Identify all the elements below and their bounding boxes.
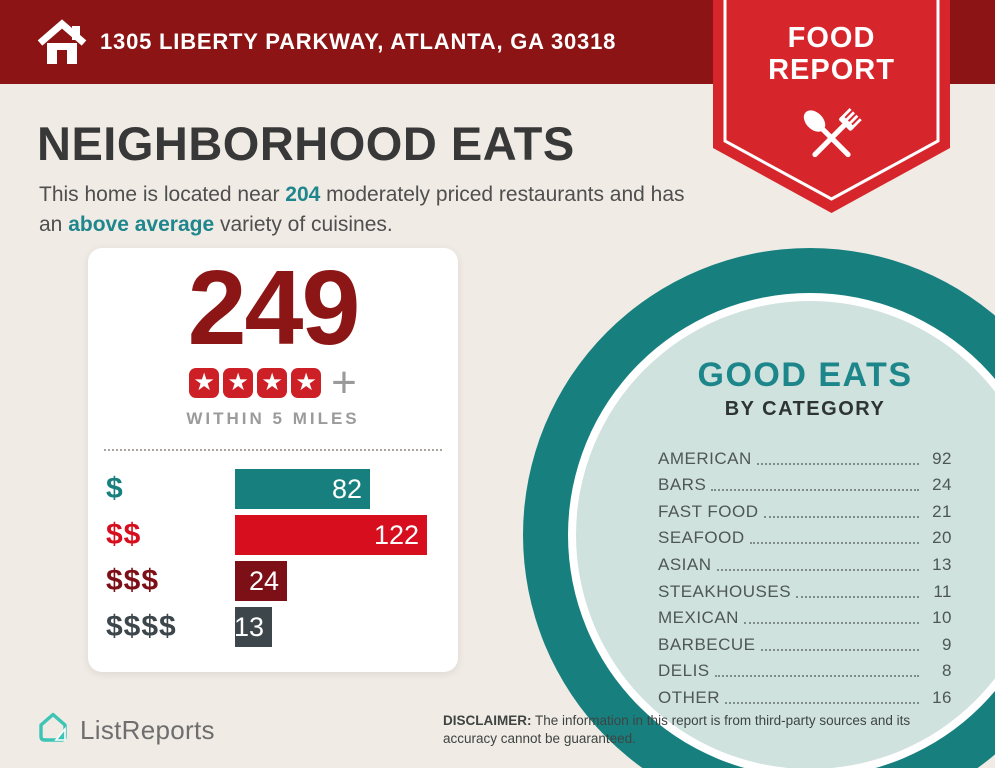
category-label: BARBECUE: [658, 634, 756, 654]
category-label: ASIAN: [658, 554, 712, 574]
category-count: 9: [942, 634, 952, 654]
category-row: OTHER 16: [658, 681, 952, 708]
plus-sign: +: [331, 358, 357, 407]
category-count: 16: [932, 687, 952, 707]
category-count: 11: [933, 581, 952, 601]
price-tier-label: $$: [106, 518, 142, 551]
disclaimer-label: DISCLAIMER:: [443, 713, 532, 728]
category-label: AMERICAN: [658, 448, 752, 468]
category-count: 20: [932, 528, 952, 548]
category-label: OTHER: [658, 687, 720, 707]
total-restaurants: 249: [187, 249, 361, 367]
dotted-leader: [760, 648, 919, 651]
category-count: 13: [932, 554, 952, 574]
good-eats-title: GOOD EATS: [697, 356, 913, 394]
page-title: NEIGHBORHOOD EATS: [37, 117, 575, 170]
category-count: 21: [932, 501, 952, 521]
price-tier-bar: 122: [235, 515, 427, 555]
category-row: SEAFOOD 20: [658, 522, 952, 549]
star-icon: ★: [189, 368, 220, 398]
star-rating: ★ ★ ★ ★ +: [88, 358, 458, 407]
restaurant-stat-card: 249 ★ ★ ★ ★ + WITHIN 5 MILES $82 $$ 122 $$$ 24 $$…: [88, 248, 458, 672]
category-label: STEAKHOUSES: [658, 581, 792, 601]
price-tier-bar: 24: [235, 561, 287, 601]
category-count: 92: [932, 448, 952, 468]
restaurant-count: 204: [285, 183, 321, 206]
category-row: BARBECUE 9: [658, 628, 952, 655]
price-tier-bar: 13: [234, 607, 272, 647]
brand-name: ListReports: [80, 715, 215, 745]
ribbon-line-1: FOOD: [787, 22, 876, 54]
subtitle-pre: This home is located near: [39, 183, 286, 206]
price-tier-row: $$ 122: [88, 515, 458, 555]
category-list: AMERICAN 92 BARS 24 FAST FOOD 21 SEAFOOD 20 ASIA…: [658, 442, 952, 708]
price-tier-label: $: [106, 472, 124, 505]
category-row: AMERICAN 92: [658, 442, 952, 469]
disclaimer-body: The information in this report is from t…: [443, 713, 911, 746]
good-eats-subtitle: BY CATEGORY: [724, 398, 886, 420]
dotted-leader: [714, 675, 919, 678]
subtitle-highlight: above average: [68, 213, 215, 236]
star-icon: ★: [257, 368, 288, 398]
category-count: 24: [932, 475, 952, 495]
category-row: FAST FOOD 21: [658, 495, 952, 522]
dotted-leader: [749, 542, 919, 545]
listreports-logo-icon: [34, 709, 72, 752]
card-divider: [104, 449, 442, 451]
dotted-leader: [756, 462, 919, 465]
price-tier-label: $$$$: [106, 610, 177, 643]
category-count: 10: [932, 608, 952, 628]
food-report-ribbon: FOOD REPORT: [713, 0, 950, 215]
star-icon: ★: [223, 368, 254, 398]
dotted-leader: [743, 622, 919, 625]
dotted-leader: [796, 595, 919, 598]
listreports-brand: ListReports: [34, 709, 215, 752]
good-eats-panel: GOOD EATS BY CATEGORY AMERICAN 92 BARS 24 FA…: [658, 356, 952, 708]
category-row: ASIAN 13: [658, 548, 952, 575]
page-subtitle: This home is located near 204 moderately…: [39, 180, 699, 240]
star-icon: ★: [291, 368, 322, 398]
price-tier-row: $$$ 24: [88, 561, 458, 601]
price-tier-row: $$$$ 13: [88, 607, 458, 647]
dotted-leader: [711, 489, 919, 492]
dotted-leader: [763, 515, 919, 518]
circle-background: [576, 301, 995, 768]
price-tier-bar: 82: [235, 469, 370, 509]
ribbon-shape: [713, 0, 950, 213]
subtitle-post: variety of cuisines.: [214, 213, 393, 236]
ribbon-line-2: REPORT: [768, 54, 895, 86]
dotted-leader: [725, 701, 919, 704]
category-label: MEXICAN: [658, 608, 739, 628]
category-count: 8: [942, 661, 952, 681]
category-row: STEAKHOUSES 11: [658, 575, 952, 602]
category-label: SEAFOOD: [658, 528, 745, 548]
price-tier-bar-chart: $82 $$ 122 $$$ 24 $$$$ 13: [88, 469, 458, 647]
dotted-leader: [716, 568, 919, 571]
category-row: BARS 24: [658, 469, 952, 496]
category-row: DELIS 8: [658, 655, 952, 682]
utensils-icon: [803, 108, 862, 158]
ribbon-title: FOOD REPORT: [713, 22, 950, 86]
subtitle-mid: moderately priced restaurants and has an: [39, 183, 685, 236]
radius-caption: WITHIN 5 MILES: [186, 409, 360, 428]
price-tier-label: $$$: [106, 564, 160, 597]
property-address: 1305 LIBERTY PARKWAY, ATLANTA, GA 30318: [100, 29, 617, 54]
category-row: MEXICAN 10: [658, 602, 952, 629]
category-label: DELIS: [658, 661, 710, 681]
category-label: FAST FOOD: [658, 501, 759, 521]
home-icon: [36, 18, 88, 71]
disclaimer-text: DISCLAIMER: The information in this repo…: [443, 712, 967, 747]
category-label: BARS: [658, 475, 707, 495]
price-tier-row: $82: [88, 469, 458, 509]
